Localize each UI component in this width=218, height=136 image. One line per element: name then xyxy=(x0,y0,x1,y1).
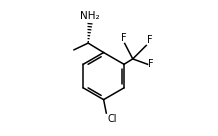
Text: F: F xyxy=(121,33,127,43)
Text: F: F xyxy=(148,59,154,69)
Text: NH₂: NH₂ xyxy=(80,11,100,21)
Text: Cl: Cl xyxy=(107,114,117,124)
Text: F: F xyxy=(147,35,153,45)
